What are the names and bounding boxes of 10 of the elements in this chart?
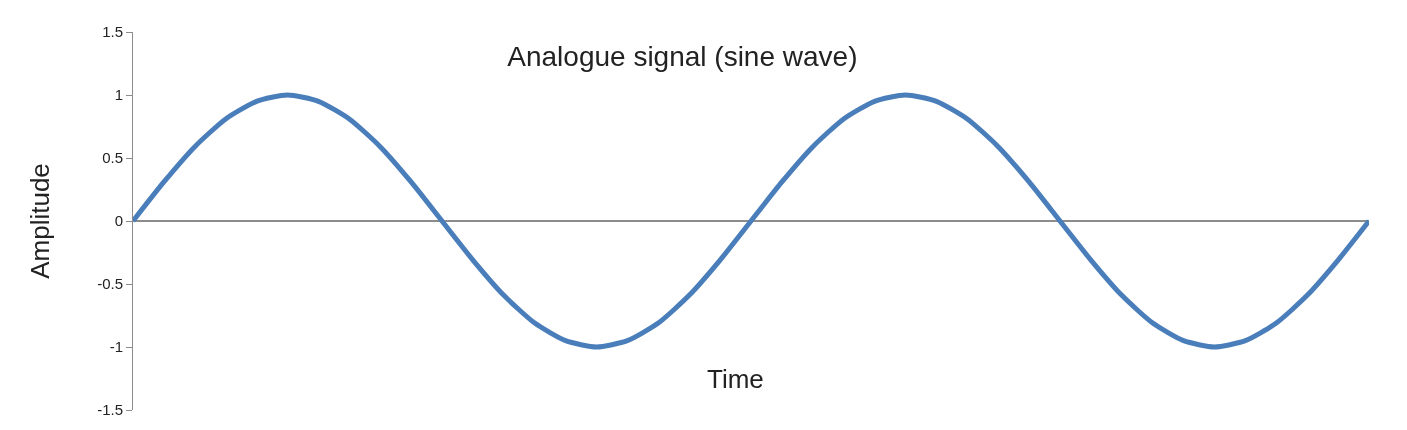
chart-title: Analogue signal (sine wave) <box>507 40 858 72</box>
y-axis-title: Amplitude <box>24 163 55 279</box>
y-tick-label: -1.5 <box>97 401 123 419</box>
y-tick-label: -1 <box>109 338 123 356</box>
y-tick-label: 1 <box>114 86 123 104</box>
x-axis-title: Time <box>707 364 764 394</box>
y-tick-label: 0.5 <box>102 149 123 167</box>
y-tick-label: 0 <box>114 212 123 230</box>
y-tick-label: -0.5 <box>97 275 123 293</box>
y-tick-label: 1.5 <box>102 23 123 41</box>
